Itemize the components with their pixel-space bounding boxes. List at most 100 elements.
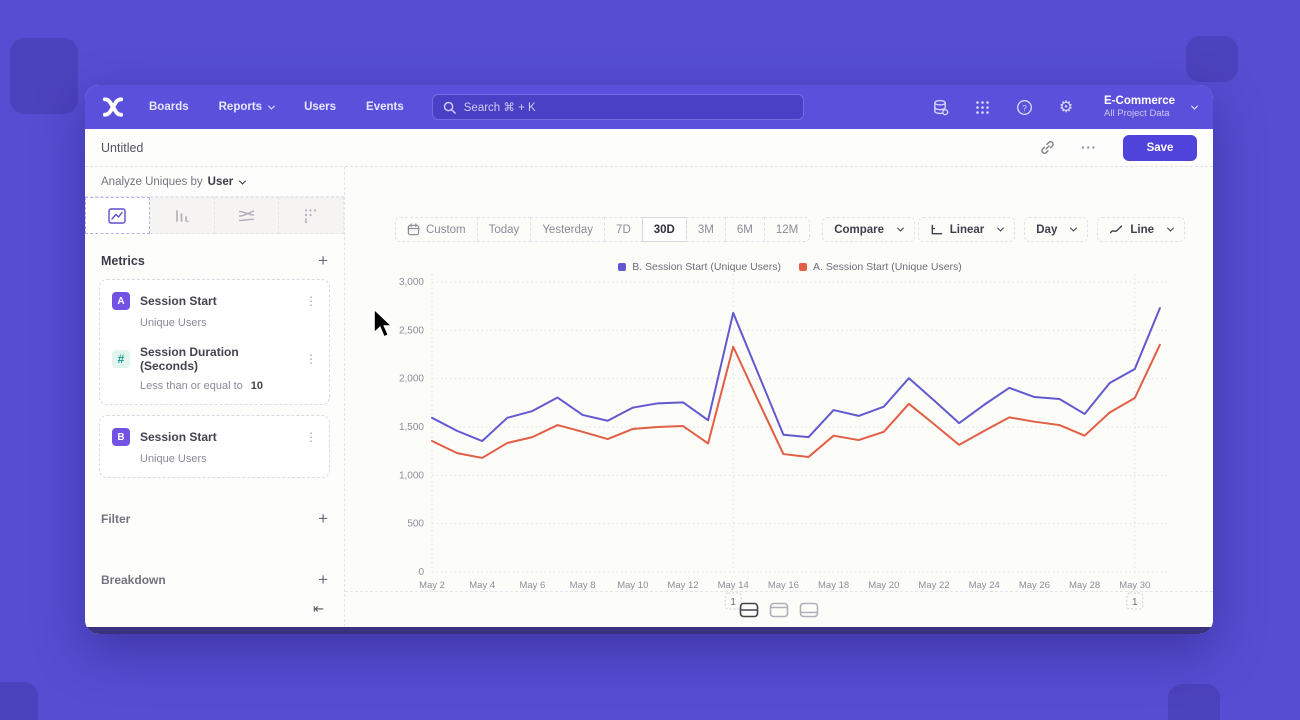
range-button-custom[interactable]: Custom [395, 217, 478, 242]
chevron-down-icon [897, 224, 905, 232]
range-button-yesterday[interactable]: Yesterday [530, 217, 606, 242]
metric-filter-value[interactable]: 10 [250, 380, 263, 392]
section-breakdown: Breakdown + [85, 549, 344, 610]
kebab-menu-icon[interactable]: ⋮ [305, 352, 317, 366]
y-tick-label: 0 [418, 567, 424, 578]
annotation-chip[interactable]: 1 [1126, 592, 1144, 610]
legend-item[interactable]: B. Session Start (Unique Users) [618, 261, 781, 273]
series-line [431, 307, 1161, 443]
chevron-down-icon [239, 177, 247, 185]
legend-item[interactable]: A. Session Start (Unique Users) [799, 261, 962, 273]
interval-dropdown[interactable]: Day [1024, 217, 1089, 242]
tab-flow-chart-icon[interactable] [214, 197, 280, 234]
range-button-6m[interactable]: 6M [724, 217, 765, 242]
metric-title: Session Start [140, 430, 217, 444]
x-tick-label: May 14 [718, 580, 749, 591]
collapse-sidebar-button[interactable]: ⇤ [313, 601, 324, 616]
chart-type-dropdown[interactable]: Line [1097, 217, 1185, 242]
add-breakdown-button[interactable]: + [318, 570, 328, 589]
bar-chart-icon [174, 208, 190, 224]
x-tick-label: May 18 [818, 580, 849, 591]
search-placeholder: Search ⌘ + K [463, 102, 536, 114]
window-bottom-bar [85, 627, 1213, 634]
x-tick-label: May 10 [617, 580, 648, 591]
metric-row: # Session Duration (Seconds) ⋮ [100, 337, 329, 375]
save-button[interactable]: Save [1123, 134, 1197, 161]
add-filter-button[interactable]: + [318, 509, 328, 528]
add-metric-button[interactable]: + [318, 251, 328, 270]
more-options-button[interactable]: ··· [1081, 140, 1097, 155]
tab-retention-dots-icon[interactable] [279, 197, 344, 234]
analyze-value-dropdown[interactable]: User [208, 176, 247, 188]
tab-bar-chart-icon[interactable] [149, 197, 215, 234]
y-tick-label: 2,500 [399, 325, 424, 336]
layout-split-middle-icon[interactable] [739, 602, 759, 618]
range-button-12m[interactable]: 12M [763, 217, 811, 242]
x-tick-label: May 2 [419, 580, 445, 591]
chart-legend: B. Session Start (Unique Users) A. Sessio… [395, 261, 1185, 273]
metric-subtitle: Less than or equal to 10 [140, 380, 263, 392]
nav-link-events[interactable]: Events [366, 101, 404, 113]
share-link-icon[interactable] [1040, 140, 1055, 155]
section-filter: Filter + [85, 488, 344, 549]
chevron-down-icon [1070, 224, 1078, 232]
chart-svg: 0 500 1,000 1,500 2,000 2,500 3,000 May 2 May 4 M… [399, 274, 1168, 610]
layout-split-top-icon[interactable] [769, 602, 789, 618]
metric-title: Session Start [140, 294, 217, 308]
mixpanel-logo-icon[interactable] [101, 95, 125, 119]
legend-swatch [618, 263, 627, 271]
settings-gear-icon[interactable]: ⚙ [1058, 99, 1074, 116]
range-button-3m[interactable]: 3M [685, 217, 726, 242]
y-tick-label: 1,500 [399, 422, 424, 433]
svg-text:1: 1 [1132, 597, 1138, 608]
legend-swatch [799, 263, 807, 271]
metric-groups: A Session Start ⋮ Unique Users # Session Dura… [85, 279, 344, 478]
scale-dropdown[interactable]: Linear [917, 217, 1016, 242]
chevron-down-icon [1190, 102, 1199, 110]
range-button-30d[interactable]: 30D [641, 217, 687, 242]
x-tick-label: May 8 [570, 580, 596, 591]
backdrop-shape [0, 682, 38, 720]
line-chart-icon [1110, 225, 1123, 234]
nav-link-reports[interactable]: Reports [219, 101, 276, 113]
help-icon[interactable]: ? [1014, 97, 1034, 117]
nav-link-users[interactable]: Users [304, 101, 337, 113]
range-button-today[interactable]: Today [476, 217, 532, 242]
data-management-icon[interactable] [930, 97, 950, 117]
calendar-icon [407, 223, 420, 236]
app-window: Boards Reports Users Events Search ⌘ + K [85, 85, 1213, 634]
search-icon [443, 101, 456, 114]
metric-subtitle: Unique Users [140, 317, 207, 329]
x-tick-label: May 26 [1019, 580, 1050, 591]
metric-badge-B: B [112, 428, 130, 446]
retention-dots-icon [303, 208, 319, 224]
kebab-menu-icon[interactable]: ⋮ [305, 430, 317, 444]
metric-card[interactable]: A Session Start ⋮ Unique Users # Session Dura… [99, 279, 330, 405]
flow-chart-icon [238, 209, 255, 223]
backdrop-shape [10, 38, 78, 114]
nav-link-boards[interactable]: Boards [149, 101, 189, 113]
range-button-7d[interactable]: 7D [604, 217, 643, 242]
svg-text:?: ? [1022, 102, 1027, 112]
annotation-chip[interactable]: 1 [724, 592, 742, 610]
layout-footer [345, 591, 1213, 627]
apps-grid-icon[interactable] [972, 97, 992, 117]
metric-card[interactable]: B Session Start ⋮ Unique Users [99, 415, 330, 478]
project-selector[interactable]: E-Commerce All Project Data [1104, 95, 1199, 119]
report-title[interactable]: Untitled [101, 140, 144, 155]
x-tick-label: May 24 [969, 580, 1000, 591]
line-chart-icon [108, 207, 127, 224]
y-tick-label: 500 [407, 519, 424, 530]
section-label: Filter [101, 511, 131, 526]
layout-split-bottom-icon[interactable] [799, 602, 819, 618]
chart-type-tabs [85, 197, 344, 234]
y-tick-label: 1,000 [399, 470, 424, 481]
top-nav: Boards Reports Users Events Search ⌘ + K [85, 85, 1213, 129]
search-input[interactable]: Search ⌘ + K [431, 94, 804, 120]
compare-dropdown[interactable]: Compare [822, 217, 916, 242]
x-tick-label: May 4 [469, 580, 495, 591]
x-tick-label: May 20 [868, 580, 899, 591]
kebab-menu-icon[interactable]: ⋮ [305, 294, 317, 308]
tab-line-chart-icon[interactable] [85, 197, 150, 234]
x-tick-label: May 30 [1119, 580, 1150, 591]
